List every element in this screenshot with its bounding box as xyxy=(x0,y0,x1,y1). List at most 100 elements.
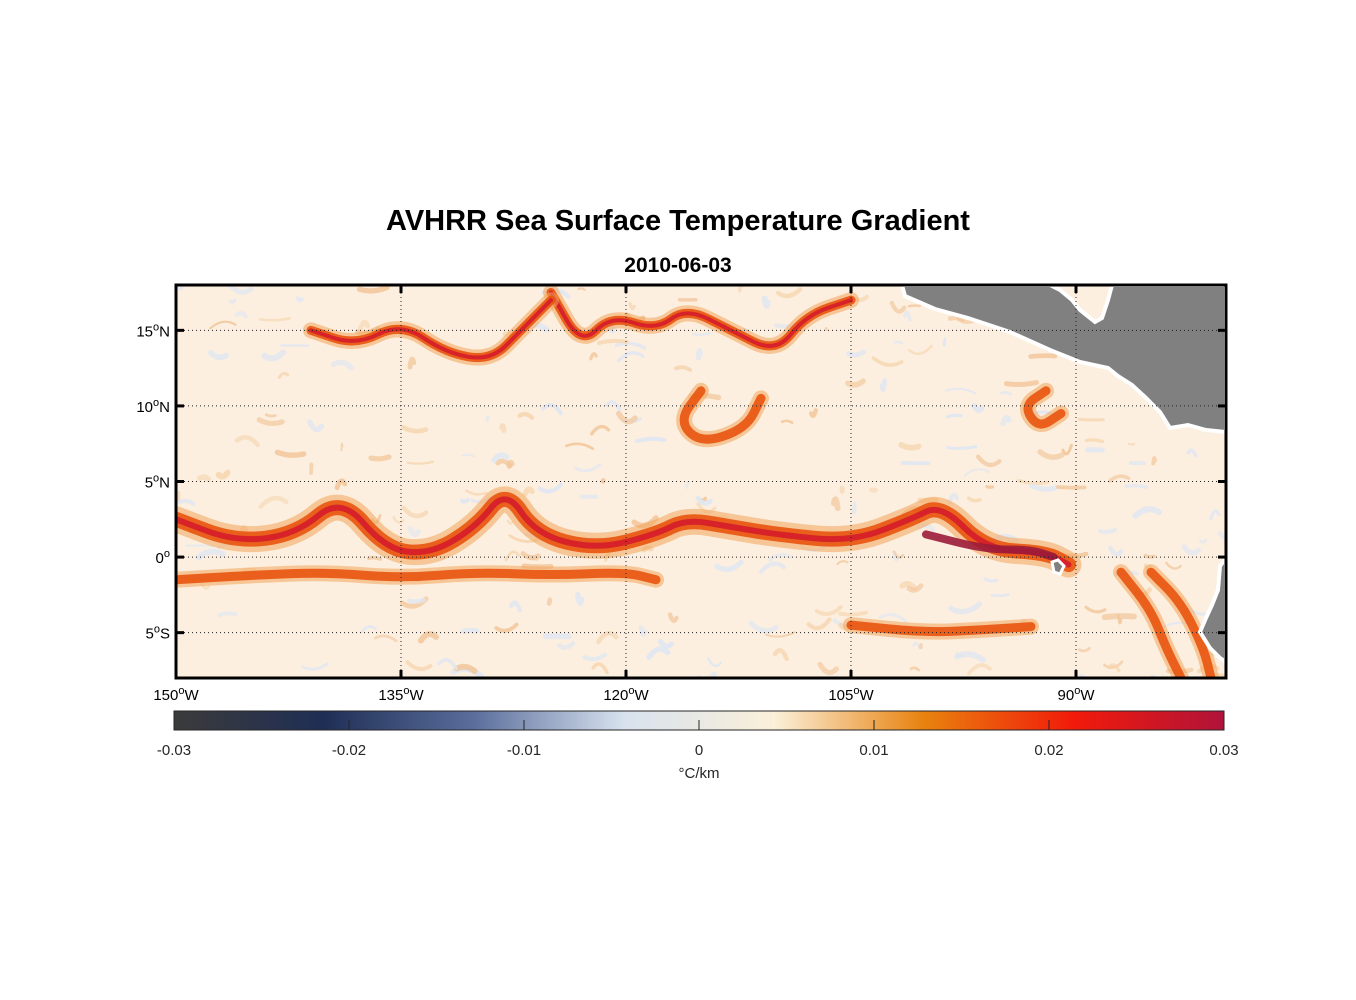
texture-streak xyxy=(1037,449,1065,460)
longitude-labels: 150oW 135oW 120oW 105oW 90oW xyxy=(153,685,1095,704)
lon-label: 120oW xyxy=(603,685,649,704)
texture-streak xyxy=(407,356,417,370)
front-core xyxy=(549,290,853,348)
texture-streak xyxy=(360,625,377,634)
colorbar-tick-label: -0.01 xyxy=(507,742,541,759)
texture-streak xyxy=(547,597,553,606)
texture-streak xyxy=(508,600,522,613)
texture-streak xyxy=(604,400,622,412)
land-galapagos xyxy=(1050,558,1066,576)
texture-streak xyxy=(1209,509,1221,521)
texture-streak xyxy=(657,638,674,649)
texture-streak xyxy=(591,662,609,674)
chart-subtitle: 2010-06-03 xyxy=(624,254,732,277)
texture-streak xyxy=(459,497,470,504)
texture-streak xyxy=(614,341,647,350)
texture-streak xyxy=(405,660,433,672)
texture-streak xyxy=(985,484,995,489)
texture-streak xyxy=(696,671,717,678)
texture-streak xyxy=(217,611,238,618)
texture-streak xyxy=(780,419,794,425)
texture-streak xyxy=(234,311,248,319)
texture-streak xyxy=(340,442,344,452)
texture-streak xyxy=(277,371,290,379)
texture-streak xyxy=(1108,545,1124,557)
map-area[interactable] xyxy=(152,280,1242,681)
texture-streak xyxy=(967,496,982,503)
texture-streak xyxy=(1061,443,1073,456)
front-line xyxy=(679,386,766,444)
texture-streak xyxy=(748,620,779,634)
texture-streak xyxy=(838,610,868,617)
texture-streak xyxy=(674,365,692,372)
lat-label: 10oN xyxy=(136,397,170,416)
texture-streak xyxy=(499,423,507,433)
texture-streak xyxy=(258,317,291,322)
texture-streak xyxy=(274,449,307,458)
texture-streak xyxy=(504,550,521,562)
texture-streak xyxy=(373,634,398,643)
texture-streak xyxy=(582,652,607,662)
texture-streak xyxy=(357,319,371,334)
texture-streak xyxy=(392,515,405,524)
texture-streak xyxy=(574,463,602,473)
texture-streak xyxy=(177,498,196,507)
texture-streak xyxy=(975,454,1002,468)
texture-streak xyxy=(714,559,744,572)
texture-streak xyxy=(1084,605,1107,614)
texture-streak xyxy=(261,349,287,362)
texture-streak xyxy=(590,424,611,436)
texture-streak xyxy=(667,612,679,623)
texture-streak xyxy=(898,442,922,451)
texture-streak xyxy=(761,295,771,309)
texture-streak xyxy=(948,601,983,615)
texture-streak xyxy=(806,617,832,631)
latitude-labels: 15oN 10oN 5oN 0o 5oS xyxy=(136,321,170,642)
texture-streak xyxy=(830,496,841,511)
front-line xyxy=(1146,567,1216,678)
texture-streak xyxy=(301,662,329,671)
texture-streak xyxy=(808,408,819,418)
texture-streak xyxy=(197,474,212,483)
texture-streak xyxy=(258,495,289,509)
texture-streak xyxy=(256,417,285,427)
texture-streak xyxy=(946,445,978,450)
texture-streak xyxy=(215,469,231,480)
texture-streak xyxy=(460,627,480,634)
texture-streak xyxy=(541,403,563,416)
texture-streak xyxy=(851,501,857,515)
texture-streak xyxy=(879,378,888,392)
texture-streak xyxy=(1078,673,1110,678)
texture-streak xyxy=(368,454,392,462)
texture-streak xyxy=(494,622,519,633)
texture-streak xyxy=(615,410,638,425)
texture-streak xyxy=(185,544,214,548)
texture-streak xyxy=(1000,414,1012,427)
texture-streak xyxy=(506,459,515,469)
texture-streak xyxy=(634,436,667,444)
texture-streak xyxy=(1132,506,1162,519)
texture-streak xyxy=(646,646,671,660)
texture-streak xyxy=(295,296,304,303)
texture-streak xyxy=(1108,474,1131,483)
texture-streak xyxy=(485,415,490,423)
texture-streak xyxy=(814,605,843,616)
texture-streak xyxy=(356,285,390,294)
texture-streak xyxy=(596,630,619,645)
texture-streak xyxy=(971,403,985,413)
texture-streak xyxy=(983,577,999,583)
colorbar-tick-label: 0.01 xyxy=(859,742,888,759)
texture-streak xyxy=(695,348,703,361)
texture-streak xyxy=(557,640,576,650)
texture-streak xyxy=(1017,478,1050,486)
colorbar-tick-label: 0.02 xyxy=(1034,742,1063,759)
texture-streak xyxy=(817,661,839,676)
texture-streak xyxy=(228,285,254,295)
texture-streak xyxy=(407,525,421,538)
lon-label: 90oW xyxy=(1058,685,1096,704)
texture-streak xyxy=(1116,613,1123,625)
land-central-america xyxy=(899,285,1226,435)
texture-streak xyxy=(990,593,1010,597)
texture-streak xyxy=(695,495,713,506)
